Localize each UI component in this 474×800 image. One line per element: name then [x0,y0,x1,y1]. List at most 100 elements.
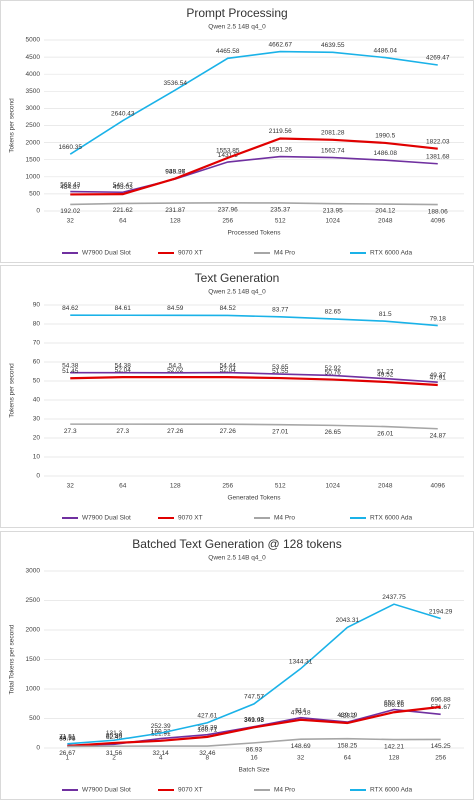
data-label: 221.62 [113,207,133,214]
series-line [70,155,438,194]
x-tick-label: 128 [389,755,400,762]
x-tick-label: 1 [66,755,70,762]
data-label: 226.29 [197,724,217,731]
data-label: 948.97 [165,168,185,175]
data-label: 2640.43 [111,110,135,117]
y-tick-label: 60 [33,359,41,366]
legend-label: RTX 6000 Ada [370,787,413,794]
data-label: 54.38 [62,362,79,369]
data-label: 479.18 [291,709,311,716]
data-label: 85.89 [106,733,123,740]
x-tick-label: 512 [275,483,286,490]
data-label: 1553.85 [216,148,240,155]
data-label: 2437.75 [382,594,406,601]
x-tick-label: 16 [250,755,258,762]
y-tick-label: 0 [36,745,40,752]
data-label: 26.01 [377,430,394,437]
data-label: 84.52 [220,305,237,312]
data-label: 71.51 [59,733,76,740]
data-label: 439.19 [337,712,357,719]
y-tick-label: 90 [33,302,41,309]
data-label: 160.22 [151,728,171,735]
x-axis-title: Batch Size [238,767,269,774]
data-label: 1591.26 [269,146,293,153]
y-tick-label: 2500 [26,122,41,129]
data-label: 2194.29 [429,608,453,615]
x-tick-label: 2 [112,755,116,762]
y-axis-title: Total Tokens per second [9,624,16,694]
y-tick-label: 500 [29,715,40,722]
data-label: 54.3 [169,363,182,370]
legend-label: 9070 XT [178,787,203,794]
data-label: 121.91 [151,731,171,738]
x-tick-label: 256 [222,218,233,225]
data-label: 1562.74 [321,147,345,154]
x-tick-label: 4096 [431,218,446,225]
y-tick-label: 4000 [26,71,41,78]
y-tick-label: 2500 [26,597,41,604]
series-line [67,737,441,748]
y-tick-label: 20 [33,435,41,442]
x-tick-label: 128 [170,483,181,490]
data-label: 44.51 [59,735,76,742]
y-tick-label: 10 [33,454,41,461]
data-label: 52.04 [115,367,132,374]
chart-title: Text Generation [195,271,280,285]
legend-label: W7900 Dual Slot [82,250,131,257]
data-label: 26.65 [325,429,342,436]
data-label: 1660.35 [59,144,83,151]
data-label: 252.39 [151,723,171,730]
series-line [70,376,438,387]
data-label: 53.65 [272,364,289,371]
legend-label: RTX 6000 Ada [370,515,413,522]
legend-label: W7900 Dual Slot [82,787,131,794]
data-label: 188.71 [197,727,217,734]
y-tick-label: 70 [33,340,41,347]
data-label: 650.86 [384,699,404,706]
x-axis-title: Processed Tokens [228,230,282,237]
legend-label: 9070 XT [178,515,203,522]
data-label: 52.04 [220,367,237,374]
data-label: 84.62 [62,305,79,312]
data-label: 1381.68 [426,153,450,160]
y-tick-label: 40 [33,397,41,404]
data-label: 493.03 [113,184,133,191]
x-tick-label: 64 [344,755,352,762]
data-label: 131.3 [106,730,123,737]
panel [0,531,474,800]
series-line [70,202,438,206]
y-tick-label: 1500 [26,156,41,163]
y-tick-label: 3000 [26,105,41,112]
data-label: 192.02 [60,208,80,215]
data-label: 548.47 [113,182,133,189]
chart-subtitle: Qwen 2.5 14B q4_0 [208,24,266,31]
data-label: 24.87 [430,432,447,439]
y-tick-label: 50 [33,378,41,385]
data-label: 696.88 [431,697,451,704]
data-label: 4662.67 [269,41,293,48]
data-label: 62.49 [106,734,123,741]
x-tick-label: 64 [119,218,127,225]
panel [0,265,474,528]
data-label: 52.92 [325,365,342,372]
x-tick-label: 32 [297,755,305,762]
data-label: 361.43 [244,716,264,723]
data-label: 4269.47 [426,55,450,62]
data-label: 54.44 [220,362,237,369]
data-label: 2043.31 [336,617,360,624]
x-tick-label: 32 [67,218,75,225]
y-axis-title: Tokens per second [9,98,16,153]
data-label: 935.26 [165,169,185,176]
data-label: 231.87 [165,207,185,214]
legend-label: RTX 6000 Ada [370,250,413,257]
x-tick-label: 128 [170,218,181,225]
data-label: 1822.03 [426,138,450,145]
data-label: 235.37 [270,207,290,214]
data-label: 514 [295,707,306,714]
y-tick-label: 5000 [26,37,41,44]
y-tick-label: 0 [36,473,40,480]
chart-subtitle: Qwen 2.5 14B q4_0 [208,555,266,562]
series-line [70,423,438,430]
y-tick-label: 2000 [26,139,41,146]
data-label: 1344.31 [289,658,313,665]
